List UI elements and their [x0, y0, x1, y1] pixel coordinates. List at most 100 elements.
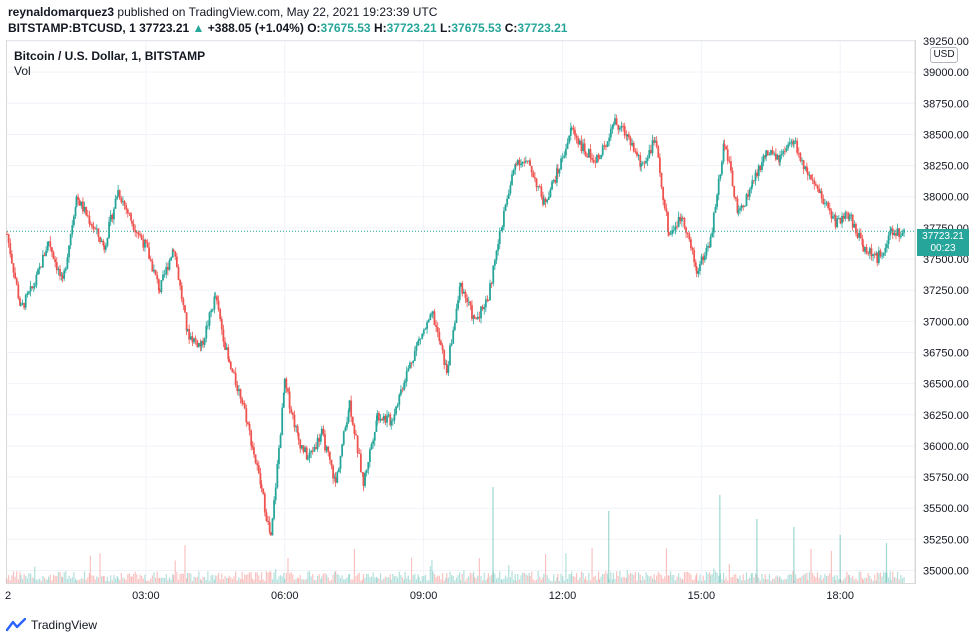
- candle-body: [677, 216, 680, 227]
- volume-bar: [702, 575, 704, 583]
- volume-bar: [321, 576, 323, 583]
- candle-body: [10, 253, 13, 264]
- candle-body: [901, 232, 904, 236]
- candle-body: [316, 437, 319, 449]
- volume-bar: [768, 574, 770, 583]
- candle-body: [333, 477, 336, 479]
- footer-brand[interactable]: TradingView: [6, 617, 97, 633]
- volume-bar: [339, 577, 342, 583]
- candle-body: [213, 296, 216, 310]
- candle-body: [311, 450, 314, 452]
- volume-bar: [256, 572, 258, 583]
- volume-bar: [428, 580, 430, 583]
- candle-body: [78, 200, 81, 206]
- candle-body: [271, 518, 274, 536]
- currency-badge[interactable]: USD: [930, 47, 958, 63]
- volume-bar: [217, 572, 220, 583]
- volume-bar: [26, 578, 28, 583]
- volume-bar: [56, 576, 58, 583]
- volume-bar: [324, 573, 326, 583]
- volume-bar: [83, 571, 86, 583]
- volume-bar: [214, 575, 216, 583]
- volume-bar: [473, 576, 476, 583]
- candle-body: [180, 285, 183, 300]
- candle-body: [149, 259, 152, 262]
- candle-body: [69, 234, 72, 246]
- volume-bar: [288, 573, 291, 583]
- volume-bar: [146, 580, 149, 583]
- candle-body: [811, 179, 814, 181]
- candle-body: [188, 329, 191, 340]
- volume-bar: [563, 580, 565, 583]
- volume-bar: [562, 576, 564, 583]
- candle-body: [85, 206, 88, 216]
- candle-body: [358, 453, 361, 454]
- candle-body: [615, 118, 618, 125]
- candle-body: [54, 259, 57, 263]
- volume-spike: [719, 495, 721, 583]
- volume-bar: [764, 574, 766, 583]
- candle-body: [788, 142, 791, 145]
- candle-body: [31, 286, 34, 288]
- volume-bar: [432, 571, 434, 583]
- volume-bar: [14, 576, 16, 583]
- volume-bar: [407, 575, 409, 583]
- candle-body: [193, 338, 195, 343]
- candle-body: [324, 434, 326, 451]
- volume-bar: [895, 577, 897, 583]
- candle-body: [655, 140, 658, 147]
- candle-body: [714, 206, 717, 213]
- volume-bar: [276, 579, 278, 583]
- candle-body: [47, 241, 50, 243]
- candle-body: [538, 186, 541, 187]
- volume-bar: [68, 575, 70, 583]
- volume-bar: [749, 577, 751, 583]
- candle-body: [140, 235, 143, 240]
- candle-body: [597, 154, 600, 158]
- volume-bar: [497, 577, 499, 583]
- volume-bar: [395, 575, 397, 583]
- candle-body: [603, 145, 606, 147]
- volume-bar: [57, 572, 59, 583]
- candle-body: [520, 163, 522, 166]
- candle-body: [649, 150, 652, 154]
- volume-bar: [816, 572, 819, 583]
- candle-body: [844, 212, 847, 219]
- candle-body: [856, 233, 859, 238]
- volume-bar: [97, 577, 100, 583]
- volume-bar: [898, 579, 900, 583]
- author-name[interactable]: reynaldomarquez3: [8, 5, 115, 19]
- candle-body: [662, 186, 665, 200]
- candle-body: [876, 253, 879, 263]
- candle-body: [234, 372, 237, 385]
- x-tick-label: 2: [5, 590, 11, 602]
- candle-body: [344, 427, 347, 432]
- candle-body: [859, 232, 862, 239]
- volume-bar: [172, 574, 174, 583]
- candle-body: [481, 306, 484, 310]
- candle-body: [276, 463, 279, 488]
- volume-bar: [164, 578, 166, 583]
- candle-body: [295, 426, 297, 428]
- candle-body: [467, 301, 470, 303]
- volume-bar: [858, 571, 860, 583]
- volume-bar: [61, 576, 63, 583]
- candle-body: [45, 250, 48, 256]
- candle-body: [203, 338, 206, 345]
- candle-body: [339, 455, 342, 469]
- volume-bar: [528, 572, 530, 583]
- volume-bar: [398, 571, 400, 583]
- candle-body: [51, 247, 53, 253]
- candle-body: [486, 299, 489, 301]
- candle-body: [889, 230, 892, 236]
- candle-body: [191, 336, 194, 343]
- volume-bar: [810, 548, 812, 583]
- candle-body: [461, 282, 464, 294]
- candle-body: [315, 447, 317, 449]
- candle-body: [771, 150, 774, 154]
- volume-bar: [418, 576, 420, 583]
- candle-body: [490, 283, 493, 285]
- volume-bar: [287, 558, 289, 583]
- candle-body: [825, 202, 828, 204]
